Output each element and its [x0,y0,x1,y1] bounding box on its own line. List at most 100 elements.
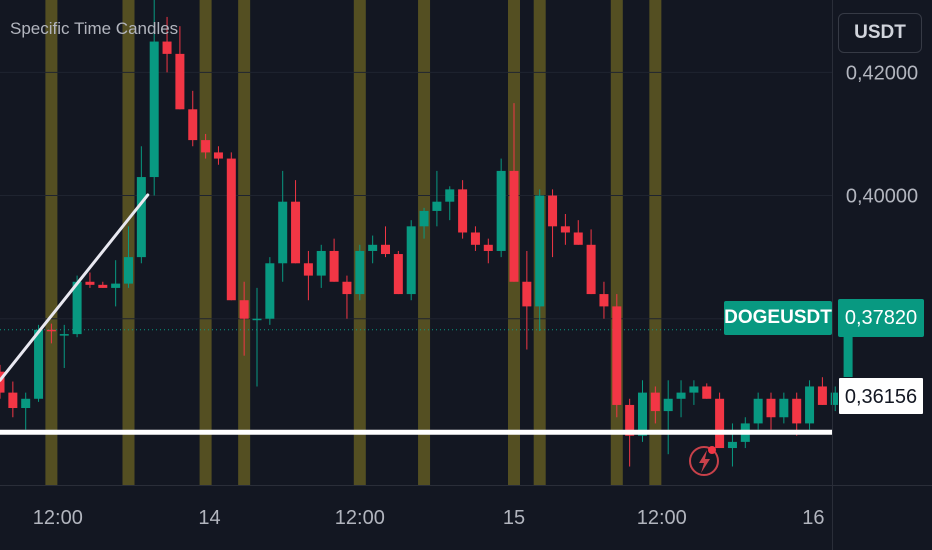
candle[interactable] [509,103,519,282]
candle[interactable] [766,392,776,430]
candle[interactable] [817,377,827,405]
candle[interactable] [316,244,326,288]
highlight-band [353,0,366,485]
candle-body [213,152,223,159]
candle-body [265,263,275,319]
currency-button[interactable]: USDT [838,13,922,53]
logo-ring [689,446,719,476]
candle[interactable] [98,281,108,288]
candle-body [355,250,365,295]
candle[interactable] [329,238,339,282]
candle[interactable] [663,380,673,455]
candle-body [162,41,172,54]
candle-body [46,329,56,332]
candle[interactable] [560,214,570,245]
candle-body [843,329,853,393]
trendline-segment[interactable] [0,193,150,382]
candle-body [663,398,673,412]
candle[interactable] [355,244,365,301]
indicator-title: Specific Time Candles [10,19,179,38]
candle[interactable] [21,392,31,430]
candle-body [111,283,121,288]
candle-body [226,158,236,301]
candle[interactable] [0,364,5,399]
candle[interactable] [419,207,429,239]
candle[interactable] [46,323,56,344]
candle[interactable] [85,272,95,288]
candles[interactable] [0,0,853,467]
candle[interactable] [213,146,223,165]
candle[interactable] [201,133,211,159]
candle[interactable] [124,226,133,288]
candle[interactable] [368,235,378,264]
candle[interactable] [676,380,686,418]
candle[interactable] [8,381,18,418]
candle[interactable] [702,383,712,399]
candle[interactable] [586,229,596,295]
candle[interactable] [753,392,763,430]
candle-body [201,140,211,153]
level-price-label: 0,36156 [838,377,924,415]
candle[interactable] [483,238,493,264]
candle-body [586,244,596,295]
candle[interactable] [149,0,159,196]
candle[interactable] [393,250,403,295]
candle[interactable] [432,170,442,227]
candle[interactable] [470,226,480,251]
candle[interactable] [830,386,840,412]
candle[interactable] [689,380,699,405]
candle[interactable] [252,287,262,387]
trendline[interactable] [0,193,150,382]
axis-tick-labels: 0,42000 0,40000 12:00 14 12:00 15 12:00 16 [33,62,918,529]
bolt-shape [699,450,710,473]
candle[interactable] [59,324,69,368]
candle[interactable] [239,281,249,356]
candle-body [650,392,660,412]
candle-body [727,441,737,449]
candle[interactable] [792,392,802,436]
candle[interactable] [458,180,468,239]
candle-body [753,398,763,424]
candle[interactable] [188,90,198,147]
candle[interactable] [535,189,545,332]
candle[interactable] [779,392,789,424]
x-tick-label: 15 [503,507,525,529]
candle[interactable] [599,281,609,319]
x-tick-label: 14 [198,507,220,529]
candle[interactable] [303,250,313,301]
candle[interactable] [445,186,455,221]
candle[interactable] [291,180,301,264]
x-tick-label: 12:00 [335,507,385,529]
current-price-label: 0,37820 [838,299,924,337]
candle-body [406,226,416,295]
candle[interactable] [715,392,725,449]
candle-body [0,371,5,393]
candle-body [34,329,44,399]
candle[interactable] [278,170,288,282]
candle[interactable] [522,250,532,350]
candle[interactable] [34,324,44,402]
candle[interactable] [162,16,172,73]
candle[interactable] [226,152,236,301]
candle-body [535,195,545,307]
candle[interactable] [573,220,583,245]
candle[interactable] [496,158,506,258]
candle-body [612,306,622,405]
candle-body [98,284,108,288]
candle[interactable] [612,294,622,418]
candle-body [393,254,403,295]
candle[interactable] [650,386,660,424]
candle[interactable] [111,260,121,307]
candle[interactable] [342,275,352,319]
candle[interactable] [381,226,390,258]
candle-body [483,244,493,251]
candle[interactable] [265,257,275,325]
candle[interactable] [406,220,416,301]
candle[interactable] [548,189,558,258]
candle-body [792,398,802,424]
candle[interactable] [175,26,185,110]
candle-body [329,250,339,282]
logo-icon[interactable] [689,446,719,476]
candle[interactable] [805,380,815,430]
